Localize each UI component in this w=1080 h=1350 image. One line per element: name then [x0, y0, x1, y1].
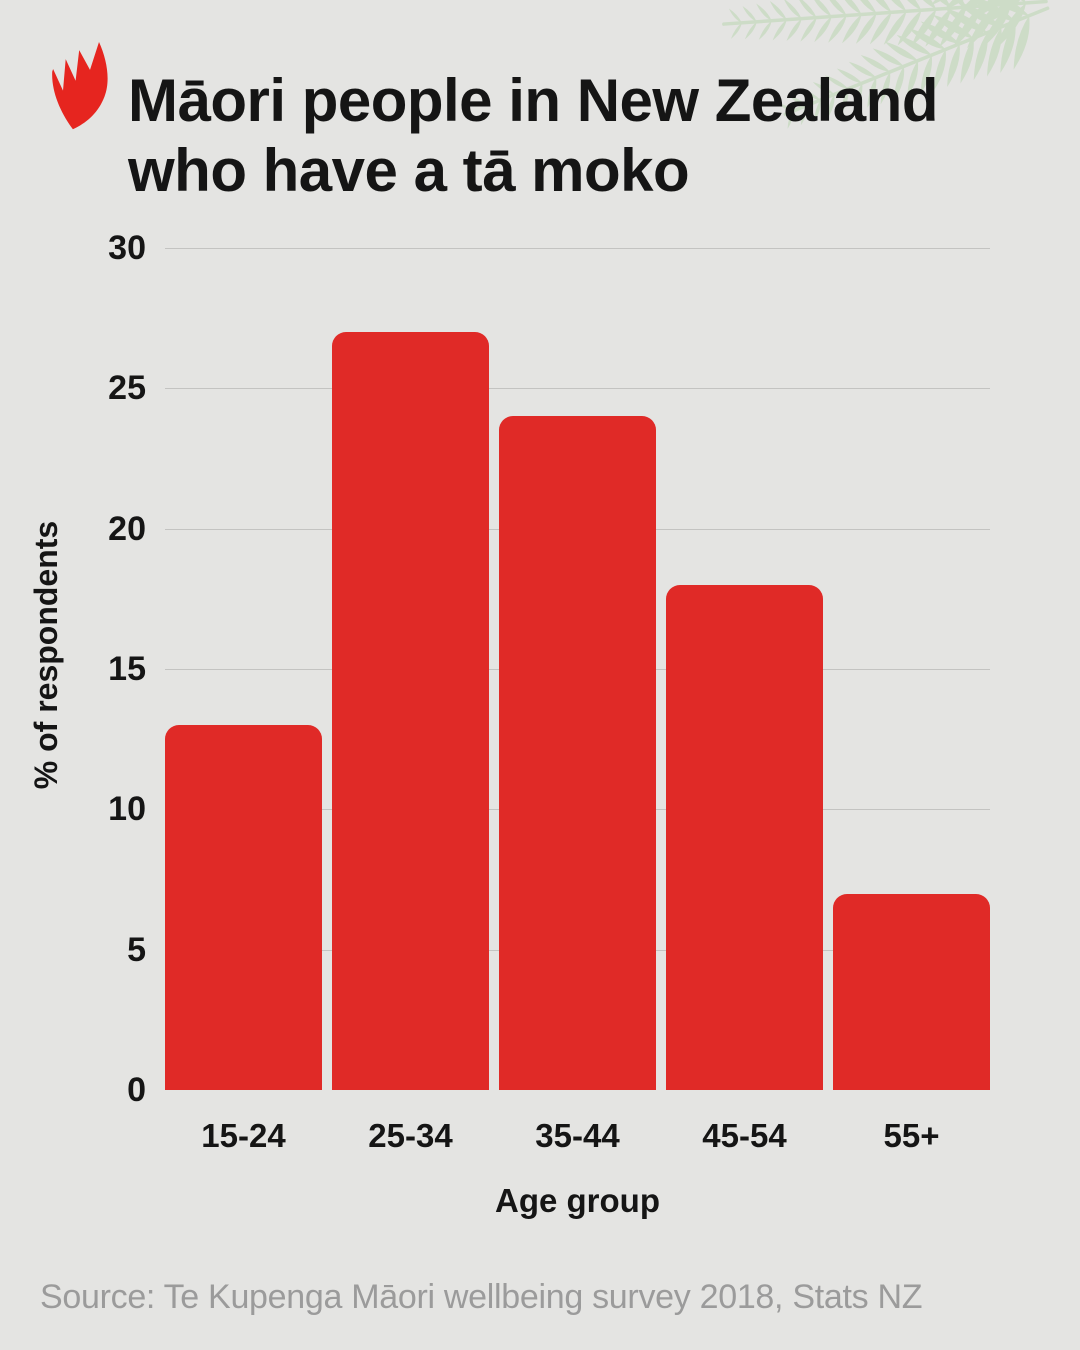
x-tick-label-55: 55+: [883, 1117, 940, 1154]
bar-55: [833, 893, 990, 1090]
y-tick-label-25: 25: [108, 369, 146, 408]
y-tick-label-20: 20: [108, 509, 146, 548]
sbs-flame-logo-icon: [52, 42, 108, 130]
gridline-25: [165, 388, 990, 390]
title-line-1: Māori people in New Zealand: [128, 67, 938, 135]
y-tick-label-15: 15: [108, 650, 146, 688]
bar-35-44: [499, 416, 656, 1090]
source-attribution: Source: Te Kupenga Māori wellbeing surve…: [40, 1278, 923, 1316]
y-tick-label-10: 10: [108, 790, 146, 829]
x-tick-label-25-34: 25-34: [368, 1117, 453, 1154]
x-tick-label-35-44: 35-44: [535, 1117, 620, 1154]
x-tick-label-45-54: 45-54: [702, 1117, 787, 1154]
x-axis-title: Age group: [495, 1182, 660, 1219]
bar-15-24: [165, 725, 322, 1090]
bar-45-54: [666, 584, 823, 1090]
bar-25-34: [332, 332, 489, 1090]
x-tick-label-15-24: 15-24: [201, 1117, 286, 1154]
title-line-2: who have a tā moko: [128, 137, 690, 205]
gridline-30: [165, 248, 990, 249]
y-tick-label-30: 30: [108, 229, 146, 267]
page-title: Māori people in New Zealand who have a t…: [128, 66, 1058, 206]
y-tick-label-5: 5: [127, 930, 146, 969]
y-tick-label-0: 0: [127, 1071, 146, 1109]
